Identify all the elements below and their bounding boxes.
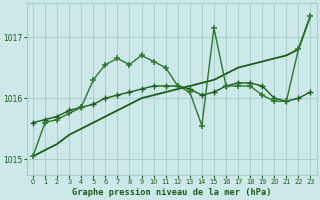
X-axis label: Graphe pression niveau de la mer (hPa): Graphe pression niveau de la mer (hPa) [72, 188, 271, 197]
